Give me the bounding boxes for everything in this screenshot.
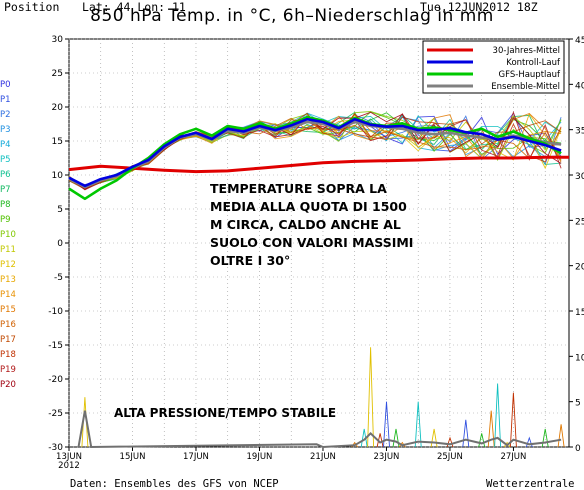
run-date: Tue,12JUN2012 18Z [420, 0, 538, 14]
member-label: P19 [0, 365, 16, 375]
y-tick-label: 25 [52, 69, 63, 79]
precip-spike [487, 410, 495, 448]
right-tick-label: 20 [575, 263, 584, 273]
member-label: P16 [0, 320, 16, 330]
right-tick-label: 15 [575, 308, 584, 318]
member-label: P2 [0, 110, 11, 120]
series-line [68, 117, 562, 188]
wetterzentrale-credit: Wetterzentrale [486, 478, 575, 490]
y-tick-label: -10 [48, 307, 63, 317]
right-tick-label: 40 [575, 81, 584, 91]
precip-spike [462, 419, 470, 448]
legend-label: 30-Jahres-Mittel [493, 46, 560, 56]
member-label: P17 [0, 335, 16, 345]
annotation-bottom: ALTA PRESSIONE/TEMPO STABILE [114, 406, 337, 420]
x-tick-label: 21JUN [310, 452, 336, 462]
member-label: P15 [0, 305, 16, 315]
x-tick-label: 15JUN [120, 452, 146, 462]
chart-title: 850 hPa Temp. in °C, 6h–Niederschlag in … [90, 6, 494, 26]
member-label: P12 [0, 260, 16, 270]
right-tick-label: 35 [575, 127, 584, 137]
x-tick-label-year: 2012 [58, 461, 80, 471]
member-label: P4 [0, 140, 11, 150]
precip-spike [81, 397, 89, 448]
x-tick-label: 19JUN [247, 452, 273, 462]
member-label: P8 [0, 200, 11, 210]
precip-spike [509, 392, 517, 448]
member-label: P6 [0, 170, 11, 180]
precip-spike [541, 428, 549, 448]
member-label: P20 [0, 380, 16, 390]
y-tick-label: 30 [52, 35, 64, 45]
y-tick-label: 20 [52, 103, 64, 113]
x-tick-label: 13JUN [56, 452, 82, 462]
member-label: P5 [0, 155, 11, 165]
x-tick-label: 23JUN [374, 452, 400, 462]
y-tick-label: 15 [52, 137, 63, 147]
y-tick-label: -15 [48, 341, 63, 351]
member-list: P0 P1 P2 P3 P4 P5 P6 P7 P8 P9 P10 P11 P12 P13 P14 P15 P1… [0, 78, 26, 393]
series-line [68, 115, 562, 201]
member-label: P14 [0, 290, 16, 300]
legend-label: Ensemble-Mittel [491, 82, 560, 92]
member-label: P18 [0, 350, 16, 360]
source-credit: Daten: Ensembles des GFS von NCEP [70, 478, 279, 490]
y-tick-label: -5 [54, 273, 63, 283]
y-tick-label: -25 [48, 409, 63, 419]
member-label: P13 [0, 275, 16, 285]
right-tick-label: 30 [575, 172, 584, 182]
y-tick-label: 5 [57, 205, 63, 215]
member-label: P0 [0, 80, 11, 90]
series-line [68, 155, 569, 174]
x-tick-label: 17JUN [183, 452, 209, 462]
legend-label: Kontroll-Lauf [506, 58, 561, 68]
position-label: Position [4, 0, 60, 14]
precip-spike [430, 428, 438, 448]
precip-spike [367, 347, 375, 448]
right-tick-label: 45 [575, 36, 584, 46]
member-label: P3 [0, 125, 11, 135]
member-label: P11 [0, 245, 16, 255]
member-label: P9 [0, 215, 11, 225]
right-tick-label: 0 [575, 444, 581, 454]
y-tick-label: 10 [52, 171, 64, 181]
coordinates: Lat: 44 Lon: 11 [82, 0, 186, 14]
right-tick-label: 10 [575, 353, 584, 363]
precip-spike [414, 401, 422, 448]
y-tick-label: -20 [48, 375, 63, 385]
x-tick-label: 25JUN [437, 452, 463, 462]
annotation-main: TEMPERATURE SOPRA LA MEDIA ALLA QUOTA DI… [210, 181, 414, 268]
legend-label: GFS-Hauptlauf [499, 70, 561, 80]
precip-spike [494, 383, 502, 448]
member-label: P1 [0, 95, 11, 105]
right-tick-label: 5 [575, 399, 581, 409]
precip-mean-line [77, 410, 562, 449]
right-tick-label: 25 [575, 217, 584, 227]
precip-spike [383, 401, 390, 448]
y-tick-label: 0 [57, 239, 63, 249]
member-label: P7 [0, 185, 11, 195]
precip-spike [503, 441, 511, 448]
member-label: P10 [0, 230, 16, 240]
y-tick-label: -30 [48, 443, 63, 453]
x-tick-label: 27JUN [500, 452, 526, 462]
